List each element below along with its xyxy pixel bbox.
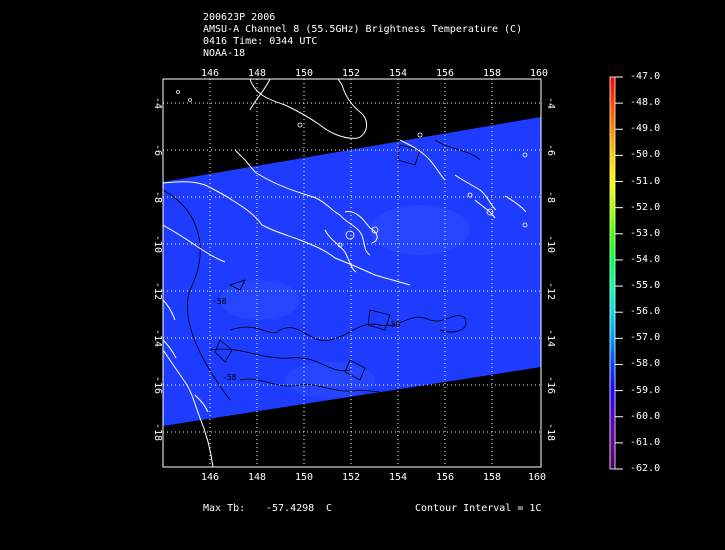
lat-label: -10 [152,235,163,253]
top-lon-labels: 146 148 150 152 154 156 158 160 [201,68,548,79]
colorbar-label: -52.0 [630,201,661,213]
colorbar-label: -58.0 [630,358,661,370]
colorbar-label: -59.0 [630,384,661,396]
lat-label: -6 [152,144,163,156]
colorbar-label: -53.0 [630,227,661,239]
lat-lon-grid [163,79,541,467]
colorbar-label: -61.0 [630,436,661,448]
lon-label: 158 [483,68,501,79]
colorbar [609,76,623,470]
contour-label: -58 [386,320,401,329]
plot-title: AMSU-A Channel 8 (55.5GHz) Brightness Te… [203,24,523,35]
lon-label: 146 [201,68,219,79]
colorbar-label: -48.0 [630,97,661,109]
right-lat-labels: -4 -6 -8 -10 -12 -14 -16 -18 [545,97,556,441]
lon-label: 150 [295,472,313,483]
lat-label: -10 [545,235,556,253]
colorbar-label: -50.0 [630,149,661,161]
lat-label: -12 [152,282,163,300]
lat-label: -16 [152,376,163,394]
coastlines [163,79,527,467]
lon-label: 146 [201,472,219,483]
lat-label: -8 [152,191,163,203]
lon-label: 150 [295,68,313,79]
colorbar-label: -49.0 [630,123,661,135]
lon-label: 148 [248,472,266,483]
left-lat-labels: -4 -6 -8 -10 -12 -14 -16 -18 [152,97,163,441]
colorbar-label: -55.0 [630,280,661,292]
lon-label: 148 [248,68,266,79]
lon-label: 154 [389,68,407,79]
lat-label: -4 [545,97,556,109]
lat-label: -18 [152,423,163,441]
lat-label: -14 [152,329,163,347]
max-tb-label: Max Tb: [203,503,246,514]
lon-label: 160 [528,472,546,483]
lon-label: 156 [436,68,454,79]
colorbar-ramp [609,76,616,470]
lon-label: 152 [342,472,360,483]
colorbar-label: -62.0 [630,463,661,474]
lat-label: -6 [545,144,556,156]
data-swath [163,117,541,426]
max-tb-unit: C [326,503,333,514]
contour-label: -58 [222,373,237,382]
lat-label: -14 [545,329,556,347]
map-area: -58 -58 -58 [163,79,541,467]
contour-label: -58 [212,297,227,306]
bottom-lon-labels: 146 148 150 152 154 156 158 160 [201,472,546,483]
satellite-name: NOAA-18 [203,48,246,59]
max-tb-value: -57.4298 [266,503,315,514]
lon-label: 160 [530,68,548,79]
product-id: 200623P 2006 [203,12,276,23]
lon-label: 156 [436,472,454,483]
lat-label: -16 [545,376,556,394]
colorbar-label: -60.0 [630,410,661,422]
lon-label: 158 [483,472,501,483]
colorbar-label: -56.0 [630,306,661,318]
colorbar-label: -51.0 [630,175,661,187]
time-stamp: 0416 Time: 0344 UTC [203,36,318,47]
lat-label: -12 [545,282,556,300]
lon-label: 152 [342,68,360,79]
contour-interval: Contour Interval = 1C [415,503,542,514]
colorbar-label: -54.0 [630,253,661,265]
lat-label: -18 [545,423,556,441]
lat-label: -8 [545,191,556,203]
lat-label: -4 [152,97,163,109]
lon-label: 154 [389,472,407,483]
colorbar-label: -57.0 [630,332,661,344]
colorbar-label: -47.0 [630,71,661,82]
map-frame [162,78,542,468]
